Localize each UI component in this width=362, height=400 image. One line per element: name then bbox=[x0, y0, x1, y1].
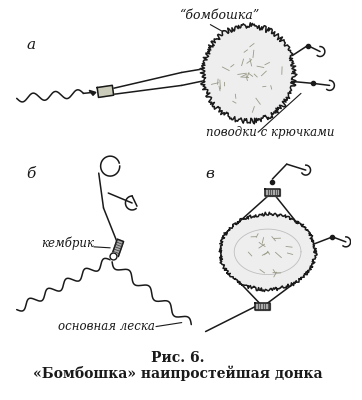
Text: поводки с крючками: поводки с крючками bbox=[206, 126, 334, 139]
Polygon shape bbox=[200, 23, 297, 124]
Polygon shape bbox=[112, 239, 123, 256]
Text: Рис. 6.: Рис. 6. bbox=[151, 352, 205, 366]
Polygon shape bbox=[265, 188, 280, 196]
Polygon shape bbox=[97, 85, 114, 98]
Polygon shape bbox=[219, 212, 317, 292]
Text: б: б bbox=[26, 167, 35, 181]
Text: основная леска: основная леска bbox=[58, 320, 155, 332]
Text: в: в bbox=[206, 167, 214, 181]
Polygon shape bbox=[89, 90, 96, 95]
Polygon shape bbox=[255, 303, 270, 310]
Text: «Бомбошка» наипростейшая донка: «Бомбошка» наипростейшая донка bbox=[33, 366, 323, 381]
Text: “бомбошка”: “бомбошка” bbox=[179, 9, 259, 22]
Text: а: а bbox=[26, 38, 35, 52]
Text: кембрик: кембрик bbox=[42, 236, 94, 250]
